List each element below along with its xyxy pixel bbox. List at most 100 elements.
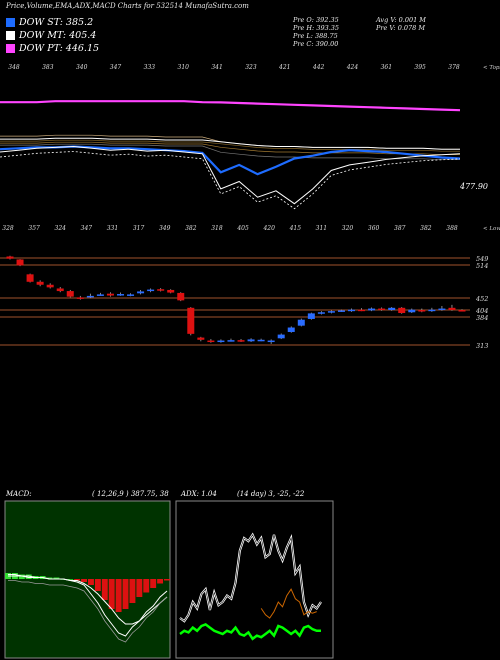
lows-marker: < Lows: [483, 226, 500, 232]
candle-body: [76, 297, 84, 299]
candle-body: [116, 294, 124, 296]
candle-body: [327, 311, 335, 313]
adx-label: ADX: 1.04: [180, 490, 217, 498]
macd-label: MACD:: [5, 490, 32, 498]
chart-title: Price,Volume,EMA,ADX,MACD Charts for 532…: [6, 2, 249, 10]
level-label: 313: [476, 342, 488, 350]
top-tick-label: 442: [312, 64, 325, 71]
candle-body: [408, 309, 416, 313]
candle-body: [438, 308, 446, 311]
macd-histogram-bar: [122, 579, 129, 609]
candle-body: [187, 307, 195, 334]
avg-volume: Avg V: 0.001 M: [376, 16, 426, 24]
macd-histogram-bar: [164, 579, 170, 581]
candle-body: [36, 281, 44, 285]
level-label: 549: [476, 255, 488, 263]
candle-body: [297, 319, 305, 326]
macd-histogram-bar: [101, 579, 108, 600]
top-tick-label: 333: [144, 64, 156, 71]
low-tick-label: 388: [446, 225, 458, 232]
macd-histogram-bar: [115, 579, 122, 612]
macd-params: ( 12,26,9 ) 387.75, 38: [92, 490, 169, 498]
dow-pt-label: DOW PT: 446.15: [19, 43, 100, 54]
macd-histogram-bar: [74, 579, 81, 581]
dow-mt-line: [0, 137, 460, 150]
level-label: 384: [476, 314, 488, 322]
macd-histogram-bar: [94, 579, 101, 591]
di-minus-line: [179, 622, 321, 641]
candle-body: [197, 337, 205, 340]
candle-body: [458, 310, 466, 312]
macd-histogram-bar: [129, 579, 136, 603]
macd-histogram-bar: [53, 577, 60, 579]
candle-body: [378, 308, 386, 311]
candle-body: [217, 340, 225, 343]
low-tick-label: 320: [342, 225, 354, 232]
low-tick-label: 347: [81, 225, 93, 232]
candle-body: [287, 327, 295, 332]
candle-body: [106, 293, 114, 296]
top-tick-label: 341: [211, 64, 222, 71]
level-label: 404: [475, 307, 488, 315]
low-tick-label: 382: [420, 225, 432, 232]
low-tick-label: 311: [316, 225, 327, 232]
candle-body: [277, 334, 285, 339]
low-tick-label: 331: [107, 225, 118, 232]
ema-band-line: [0, 141, 460, 156]
candle-body: [227, 340, 235, 342]
candle-body: [337, 310, 345, 312]
macd-aux-line: [8, 580, 168, 643]
candle-body: [348, 309, 356, 312]
top-tick-label: 383: [42, 64, 54, 71]
low-tick-label: 328: [2, 225, 14, 232]
legend-dow-pt: DOW PT: 446.15: [6, 43, 99, 54]
low-tick-label: 357: [28, 225, 40, 232]
candle-body: [6, 256, 14, 259]
adx-panel-bg: [175, 500, 334, 659]
candle-body: [16, 259, 24, 266]
candle-body: [147, 289, 155, 292]
candle-body: [267, 340, 275, 343]
dow-st-label: DOW ST: 385.2: [19, 17, 94, 28]
pre-low: Pre L: 388.75: [293, 32, 338, 40]
low-tick-label: 317: [133, 225, 145, 232]
top-tick-label: 421: [278, 64, 290, 71]
top-tick-label: 323: [245, 64, 257, 71]
candle-body: [418, 310, 426, 312]
low-tick-label: 420: [262, 225, 275, 232]
candle-body: [96, 294, 104, 296]
macd-histogram-bar: [67, 579, 74, 580]
pre-close: Pre C: 390.00: [293, 40, 339, 48]
level-label: 514: [476, 262, 488, 270]
macd-histogram-bar: [150, 579, 157, 588]
candle-body: [46, 284, 54, 288]
tops-marker: < Tops: [483, 65, 500, 71]
macd-histogram-bar: [46, 577, 53, 579]
top-tick-label: 378: [448, 64, 460, 71]
candle-body: [428, 309, 436, 312]
candle-body: [247, 339, 255, 342]
low-tick-label: 405: [236, 225, 249, 232]
pre-open: Pre O: 392.35: [293, 16, 339, 24]
candle-body: [257, 339, 265, 342]
candle-body: [317, 312, 325, 314]
candle-body: [398, 307, 406, 314]
low-tick-label: 360: [368, 225, 380, 232]
ema-band-line: [0, 139, 460, 152]
low-tick-label: 382: [185, 225, 197, 232]
candle-body: [237, 340, 245, 342]
dow-mt-label: DOW MT: 405.4: [19, 30, 97, 41]
candle-body: [167, 289, 175, 293]
dow-mt-swatch: [6, 31, 15, 40]
low-tick-label: 324: [55, 225, 67, 232]
top-tick-label: 395: [414, 64, 426, 71]
low-tick-label: 318: [211, 225, 223, 232]
macd-histogram-bar: [136, 579, 143, 597]
candle-body: [177, 292, 185, 301]
adx-line-core: [179, 534, 322, 622]
top-tick-label: 310: [178, 64, 190, 71]
top-tick-label: 348: [8, 64, 20, 71]
price-dashed-line: [0, 151, 461, 210]
top-tick-label: 361: [381, 64, 392, 71]
ema-band-line: [0, 143, 460, 161]
